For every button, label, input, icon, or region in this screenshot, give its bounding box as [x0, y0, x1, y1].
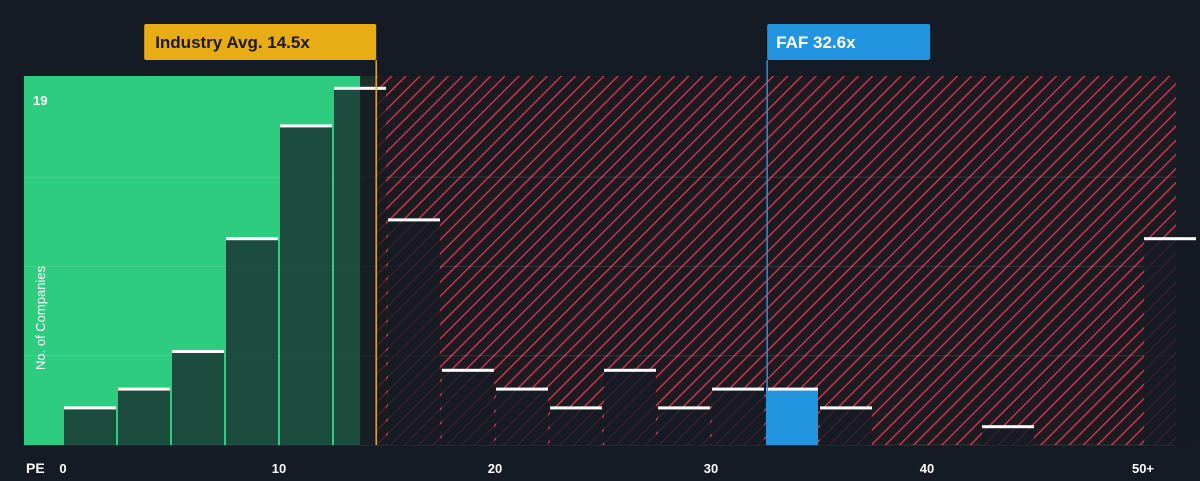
company-pe-label-box — [767, 24, 931, 60]
industry-avg-label-box — [144, 24, 377, 60]
histogram-bar — [658, 407, 710, 445]
bar-top-line — [496, 387, 548, 391]
bar-top-line — [820, 406, 872, 410]
histogram-bar — [1144, 238, 1196, 445]
bar-top-line — [550, 406, 602, 410]
bar-top-line — [604, 368, 656, 372]
bar-top-line — [118, 387, 170, 391]
histogram-bar — [820, 407, 872, 445]
histogram-bar — [712, 388, 764, 445]
bar-top-line — [64, 406, 116, 410]
histogram-bar — [496, 388, 548, 445]
company-pe-label: FAF 32.6x — [776, 33, 856, 52]
bar-top-line — [280, 124, 332, 128]
x-tick-label: 10 — [272, 461, 286, 476]
histogram-bar — [550, 407, 602, 445]
bar-top-line — [388, 218, 440, 222]
x-tick-label: 30 — [704, 461, 718, 476]
overvalued-zone — [376, 76, 1176, 445]
bar-top-line — [1144, 237, 1196, 241]
histogram-bar — [388, 219, 440, 445]
bar-top-line — [658, 406, 710, 410]
histogram-bar — [280, 125, 332, 446]
histogram-bar — [334, 87, 386, 446]
y-axis-label: No. of Companies — [33, 265, 48, 370]
histogram-bar — [766, 388, 818, 445]
histogram-bar — [982, 426, 1034, 445]
histogram-bar — [442, 369, 494, 445]
bar-top-line — [712, 387, 764, 391]
x-tick-label: 0 — [59, 461, 66, 476]
bar-top-line — [334, 86, 386, 90]
histogram-bar — [604, 369, 656, 445]
x-tick-label: 20 — [488, 461, 502, 476]
industry-avg-label: Industry Avg. 14.5x — [155, 33, 310, 52]
histogram-bar — [118, 388, 170, 445]
bar-top-line — [172, 350, 224, 353]
bar-top-line — [766, 387, 818, 391]
bar-top-line — [442, 368, 494, 372]
x-axis-label: PE — [26, 460, 45, 476]
x-tick-label: 50+ — [1132, 461, 1154, 476]
histogram-bar — [226, 238, 278, 445]
histogram-bar — [172, 351, 224, 445]
bar-top-line — [982, 425, 1034, 429]
y-max-label: 19 — [33, 93, 47, 108]
bar-top-line — [226, 237, 278, 241]
x-tick-label: 40 — [920, 461, 934, 476]
histogram-bar — [64, 407, 116, 445]
